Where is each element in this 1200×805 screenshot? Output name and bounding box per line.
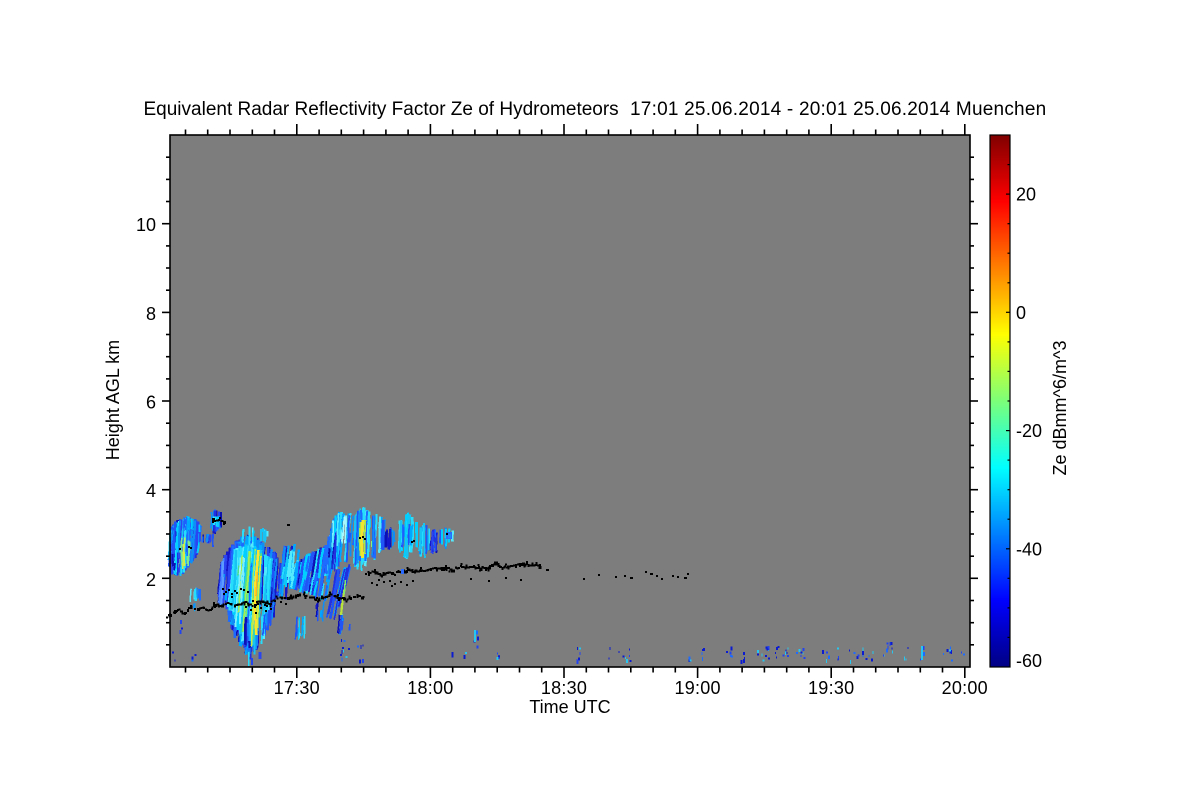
svg-text:20: 20 [1016,185,1036,205]
svg-text:-40: -40 [1016,539,1042,559]
svg-text:0: 0 [1016,303,1026,323]
svg-text:20:00: 20:00 [942,678,988,698]
svg-text:6: 6 [146,393,156,413]
svg-text:-20: -20 [1016,421,1042,441]
svg-text:Ze dBmm^6/m^3: Ze dBmm^6/m^3 [1050,341,1070,476]
svg-text:Height AGL km: Height AGL km [103,340,123,460]
svg-text:19:00: 19:00 [674,678,720,698]
svg-text:18:30: 18:30 [541,678,587,698]
svg-text:Equivalent Radar Reflectivity: Equivalent Radar Reflectivity Factor Ze … [144,99,619,120]
svg-text:4: 4 [146,481,156,501]
svg-text:17:01 25.06.2014 - 20:01 25.06: 17:01 25.06.2014 - 20:01 25.06.2014 Muen… [630,99,1046,120]
svg-text:19:30: 19:30 [808,678,854,698]
svg-text:2: 2 [146,570,156,590]
svg-text:-60: -60 [1016,651,1042,671]
svg-text:18:00: 18:00 [407,678,453,698]
svg-text:10: 10 [136,215,156,235]
svg-text:17:30: 17:30 [274,678,320,698]
svg-text:8: 8 [146,304,156,324]
svg-text:Time UTC: Time UTC [529,697,610,717]
